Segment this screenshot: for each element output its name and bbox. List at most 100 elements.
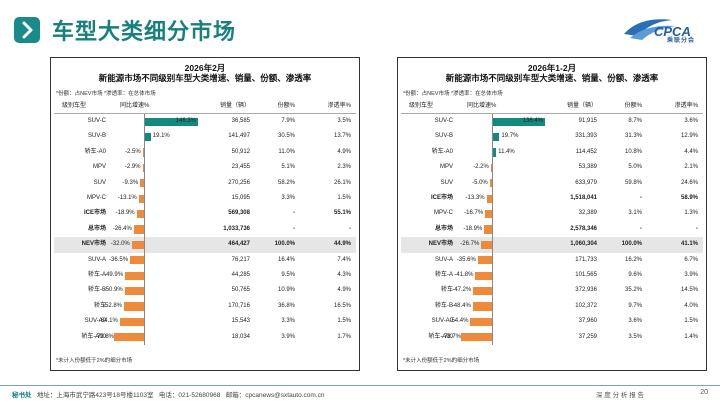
share-value: 58.2% xyxy=(277,179,295,186)
growth-label: -49.9% xyxy=(104,272,124,278)
volume-value: 15,095 xyxy=(231,195,250,201)
volume-value: 32,389 xyxy=(578,210,597,217)
panel-cumulative: 2026年1-2月 新能源市场不同级别车型大类增速、销量、份额、渗透率 *份额：… xyxy=(397,57,707,371)
growth-bar xyxy=(138,194,144,203)
growth-bar xyxy=(477,256,492,265)
zero-axis-line xyxy=(143,114,145,345)
segment-name: SUV-A xyxy=(87,256,106,263)
growth-label: 136.4% xyxy=(522,118,543,124)
growth-label: -78.7% xyxy=(441,333,461,340)
table-row: 轿车-A -41.8% 101,565 9.6% 3.9% xyxy=(401,268,703,283)
penetration-value: 4.9% xyxy=(337,148,351,155)
share-value: - xyxy=(640,195,642,201)
share-value: 16.4% xyxy=(277,256,295,263)
growth-bar xyxy=(114,333,144,342)
segment-name: 轿车 xyxy=(440,287,453,294)
penetration-value: 58.9% xyxy=(680,195,698,201)
volume-value: 76,217 xyxy=(231,256,250,263)
segment-name: SUV-A0 xyxy=(84,318,106,325)
growth-label: 11.4% xyxy=(498,148,515,155)
volume-value: 270,256 xyxy=(228,179,250,186)
footer-divider xyxy=(0,385,720,386)
penetration-value: 44.9% xyxy=(333,241,351,248)
penetration-value: - xyxy=(696,225,698,232)
header-growth: 同比增速% xyxy=(120,103,150,109)
penetration-value: 6.7% xyxy=(684,256,698,263)
table-header: 级别车型 同比增速% 销量（辆） 份额% 渗透率% xyxy=(401,99,703,114)
volume-value: 372,936 xyxy=(575,287,597,294)
volume-value: 331,393 xyxy=(575,133,597,140)
table-row: 总市场 -18.9% 2,578,346 - - xyxy=(401,222,703,237)
segment-name: ICE市场 xyxy=(83,210,106,217)
growth-label: -2.9% xyxy=(124,164,141,171)
footer-contact: 秘书处 地址：上海市武宁路423号18号楼1103室 电话：021-526809… xyxy=(12,389,324,399)
table-row: ICE市场 -18.9% 569,308 - 55.1% xyxy=(54,206,356,221)
segment-name: MPV-C xyxy=(433,210,453,217)
segment-name: SUV xyxy=(440,179,453,186)
panel-period: 2026年2月 xyxy=(184,63,226,73)
share-value: - xyxy=(640,225,642,232)
growth-label: -54.4% xyxy=(449,318,469,325)
footer-secretariat: 秘书处 xyxy=(12,392,32,399)
growth-bar xyxy=(119,317,144,327)
penetration-value: 55.1% xyxy=(333,210,351,217)
panel-footnote: *未计入份额低于2%的细分市场 xyxy=(403,358,480,364)
share-value: 100.0% xyxy=(621,241,642,248)
penetration-value: 26.1% xyxy=(333,179,351,186)
segment-name: SUV-C xyxy=(434,118,453,124)
volume-value: 50,765 xyxy=(231,287,250,294)
growth-label: -79.8% xyxy=(94,333,114,340)
table-row: 轿车-A00 -78.7% 37,259 3.5% 1.4% xyxy=(401,330,703,345)
segment-name: SUV-A xyxy=(434,256,453,263)
growth-label: -32.0% xyxy=(110,241,130,248)
share-value: 5.0% xyxy=(628,164,642,171)
growth-bar xyxy=(491,132,500,142)
segment-name: SUV-A0 xyxy=(431,318,453,325)
segment-name: SUV xyxy=(93,179,106,186)
footer-phone: 电话：021-52680968 xyxy=(158,392,221,399)
volume-value: 36,585 xyxy=(231,118,250,124)
growth-bar xyxy=(490,163,493,173)
report-label: 深 度 分 析 报 告 xyxy=(596,392,645,399)
volume-value: 101,565 xyxy=(575,272,597,278)
segment-name: 轿车 xyxy=(93,302,106,309)
growth-bar xyxy=(133,225,144,234)
volume-value: 18,034 xyxy=(231,333,250,340)
penetration-value: 2.3% xyxy=(337,164,351,171)
segment-name: NEV市场 xyxy=(428,241,453,248)
growth-label: -2.2% xyxy=(473,164,489,171)
segment-name: 总市场 xyxy=(87,225,106,232)
table-row: NEV市场 -26.7% 1,060,304 100.0% 41.1% xyxy=(401,237,703,253)
share-value: 11.0% xyxy=(278,148,295,155)
share-value: 10.9% xyxy=(277,287,295,294)
segment-name: 轿车-A xyxy=(87,272,106,278)
volume-value: 1,060,304 xyxy=(570,241,597,248)
footer-address: 地址：上海市武宁路423号18号楼1103室 xyxy=(36,392,154,399)
growth-label: -47.2% xyxy=(452,287,472,294)
growth-bar xyxy=(475,271,492,280)
growth-bar xyxy=(124,286,144,296)
growth-bar xyxy=(461,333,492,342)
growth-bar xyxy=(473,286,492,296)
cpca-logo: CPCA xyxy=(620,12,706,52)
share-value: 9.6% xyxy=(628,272,642,278)
growth-bar xyxy=(125,271,144,280)
header-share: 份额% xyxy=(624,103,642,109)
table-row: SUV-A -35.6% 171,733 16.2% 6.7% xyxy=(401,253,703,268)
penetration-value: 3.6% xyxy=(684,118,698,124)
volume-value: 50,912 xyxy=(231,148,250,155)
penetration-value: 1.5% xyxy=(337,195,351,201)
penetration-value: 4.4% xyxy=(684,148,698,155)
volume-value: 15,543 xyxy=(231,318,250,325)
penetration-value: 41.1% xyxy=(680,241,698,248)
growth-bar xyxy=(491,117,545,126)
growth-label: -18.9% xyxy=(115,210,135,217)
share-value: 8.7% xyxy=(628,118,642,124)
volume-value: 633,979 xyxy=(575,179,597,186)
header-penetration: 渗透率% xyxy=(327,103,351,109)
table-row: MPV -2.2% 53,389 5.0% 2.1% xyxy=(401,160,703,175)
volume-value: 141,497 xyxy=(228,133,250,140)
volume-value: 37,960 xyxy=(578,318,597,325)
growth-bar xyxy=(472,302,492,311)
segment-name: MPV-C xyxy=(86,195,106,201)
